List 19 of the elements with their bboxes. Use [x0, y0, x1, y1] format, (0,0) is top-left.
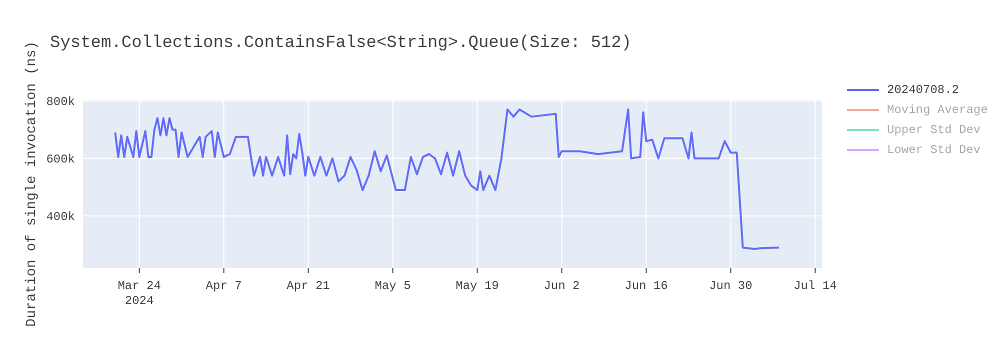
legend-label: 20240708.2	[887, 83, 960, 97]
x-tick-label: Mar 24 2024	[118, 279, 161, 308]
legend-label: Moving Average	[887, 103, 988, 117]
legend-label: Upper Std Dev	[887, 123, 981, 137]
legend-label: Lower Std Dev	[887, 143, 981, 157]
x-tick-label: Apr 21	[286, 279, 330, 293]
y-axis-title: Duration of single invocation (ns)	[24, 41, 40, 327]
x-tick-label: Apr 7	[206, 279, 242, 293]
y-tick-label: 400k	[46, 210, 75, 224]
y-tick-label: 800k	[46, 95, 75, 110]
x-tick-label: Jul 14	[794, 279, 837, 293]
x-tick-label: Jun 2	[544, 279, 580, 293]
line-series	[114, 108, 780, 250]
x-tick-label: Jun 30	[709, 279, 752, 293]
x-tick-label: Jun 16	[624, 279, 668, 293]
chart-title: System.Collections.ContainsFalse<String>.Queue(Size: 512)	[50, 34, 632, 53]
x-tick-label: May 19	[456, 279, 499, 293]
x-tick-label: May 5	[374, 279, 411, 293]
y-tick-label: 600k	[46, 152, 75, 167]
